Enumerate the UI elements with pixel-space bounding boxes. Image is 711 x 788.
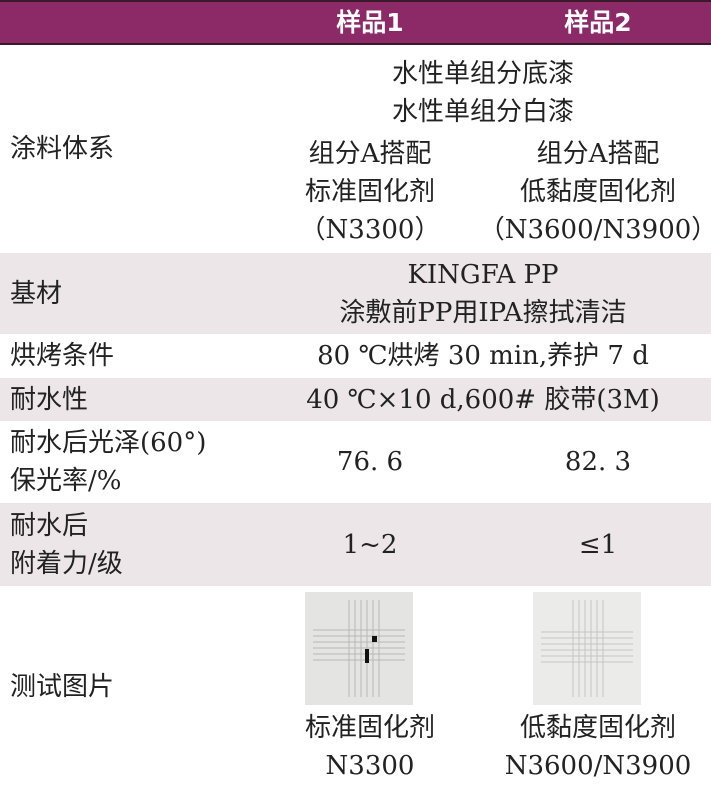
text: 保光率/% xyxy=(10,466,122,496)
text: KINGFA PP xyxy=(407,259,559,290)
shared-coating: 水性单组分底漆 水性单组分白漆 xyxy=(255,53,711,133)
row-gloss: 耐水后光泽(60°) 保光率/% 76. 6 82. 3 xyxy=(0,421,711,503)
text: 耐水后光泽(60°) xyxy=(10,428,207,458)
row-water: 耐水性 40 ℃×10 d,600# 胶带(3M) xyxy=(0,378,711,421)
text: 组分A搭配 xyxy=(536,139,660,169)
gloss-s1: 76. 6 xyxy=(336,447,404,477)
row-label: 耐水后 附着力/级 xyxy=(10,503,270,586)
row-label: 耐水性 xyxy=(10,384,89,415)
text: 附着力/级 xyxy=(10,548,123,579)
header-sample1: 样品1 xyxy=(336,7,404,37)
text: （N3600/N3900） xyxy=(478,215,711,245)
text: 组分A搭配 xyxy=(308,139,432,169)
text: 标准固化剂 xyxy=(304,177,435,207)
adhesion-s1: 1~2 xyxy=(342,529,398,560)
text: 标准固化剂 xyxy=(304,713,435,743)
text: 耐水后 xyxy=(10,510,89,541)
coating-s2: 组分A搭配 低黏度固化剂 （N3600/N3900） xyxy=(479,135,711,249)
text: 水性单组分底漆 xyxy=(391,59,574,89)
substrate-value: KINGFA PP 涂敷前PP用IPA擦拭清洁 xyxy=(255,253,711,334)
header-sample2: 样品2 xyxy=(564,7,632,37)
row-substrate: 基材 KINGFA PP 涂敷前PP用IPA擦拭清洁 xyxy=(0,253,711,334)
adhesion-s2: ≤1 xyxy=(578,529,618,560)
baking-value: 80 ℃烘烤 30 min,养护 7 d xyxy=(317,341,649,371)
test-image-sample1 xyxy=(305,592,413,705)
text: 低黏度固化剂 xyxy=(519,177,676,207)
test-image-sample2 xyxy=(533,592,641,705)
coating-s1: 组分A搭配 标准固化剂 （N3300） xyxy=(255,135,485,249)
text: N3600/N3900 xyxy=(504,751,692,781)
row-label: 测试图片 xyxy=(10,672,115,702)
row-images: 测试图片 标准固化剂 N3300 低黏度固化剂 N3600/N3900 xyxy=(0,586,711,788)
row-baking: 烘烤条件 80 ℃烘烤 30 min,养护 7 d xyxy=(0,334,711,378)
table-header: 样品1 样品2 xyxy=(0,0,711,45)
row-coating: 涂料体系 水性单组分底漆 水性单组分白漆 组分A搭配 标准固化剂 （N3300）… xyxy=(0,45,711,253)
text: 涂敷前PP用IPA擦拭清洁 xyxy=(339,297,627,328)
text: 水性单组分白漆 xyxy=(391,97,574,127)
text: 低黏度固化剂 xyxy=(519,713,676,743)
row-label: 耐水后光泽(60°) 保光率/% xyxy=(10,421,270,503)
row-label: 基材 xyxy=(10,278,63,309)
row-adhesion: 耐水后 附着力/级 1~2 ≤1 xyxy=(0,503,711,586)
row-label: 涂料体系 xyxy=(10,134,115,164)
text: N3300 xyxy=(325,751,415,781)
text: （N3300） xyxy=(299,215,441,245)
image-caption-s1: 标准固化剂 N3300 xyxy=(255,708,485,786)
image-caption-s2: 低黏度固化剂 N3600/N3900 xyxy=(485,708,711,786)
water-value: 40 ℃×10 d,600# 胶带(3M) xyxy=(306,384,660,415)
row-label: 烘烤条件 xyxy=(10,341,115,371)
gloss-s2: 82. 3 xyxy=(564,447,632,477)
